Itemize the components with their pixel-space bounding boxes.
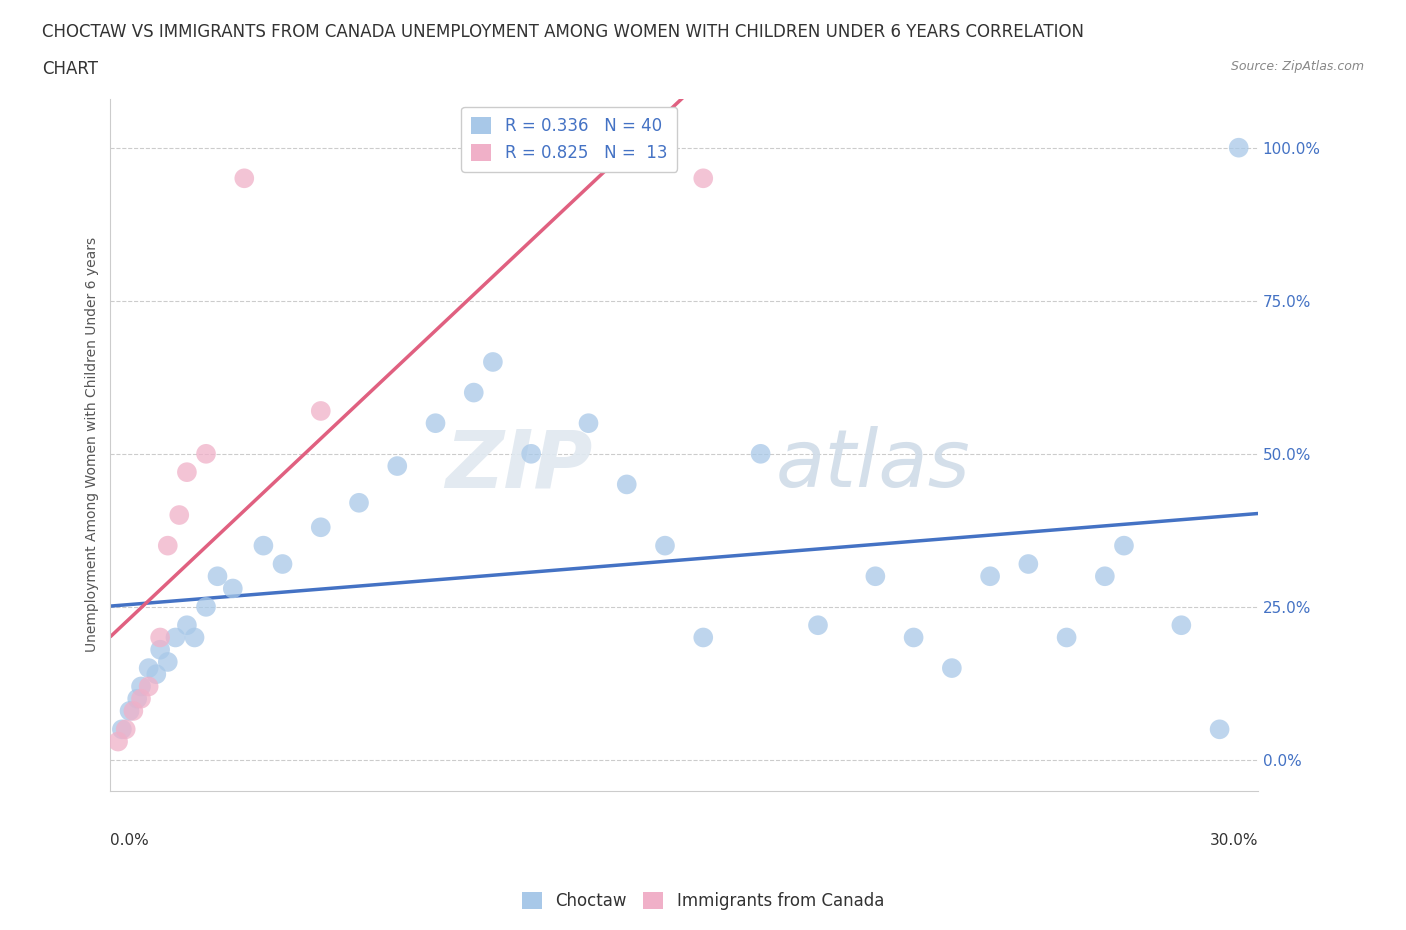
Point <box>176 618 198 632</box>
Point <box>165 630 187 644</box>
Point <box>149 643 172 658</box>
Point <box>118 703 141 718</box>
Point <box>252 538 274 553</box>
Point <box>167 508 190 523</box>
Point <box>309 404 332 418</box>
Point <box>127 691 149 706</box>
Point <box>807 618 830 632</box>
Point <box>903 630 925 644</box>
Point <box>145 667 167 682</box>
Point <box>1017 556 1039 571</box>
Point <box>616 477 638 492</box>
Point <box>129 679 152 694</box>
Text: CHOCTAW VS IMMIGRANTS FROM CANADA UNEMPLOYMENT AMONG WOMEN WITH CHILDREN UNDER 6: CHOCTAW VS IMMIGRANTS FROM CANADA UNEMPL… <box>42 23 1084 41</box>
Text: 0.0%: 0.0% <box>111 833 149 848</box>
Point <box>1056 630 1078 644</box>
Point <box>195 446 218 461</box>
Point <box>156 538 179 553</box>
Point <box>749 446 772 461</box>
Point <box>578 416 600 431</box>
Point <box>865 569 887 584</box>
Point <box>183 630 205 644</box>
Point <box>1170 618 1192 632</box>
Point <box>692 171 714 186</box>
Point <box>138 660 160 675</box>
Point <box>207 569 229 584</box>
Point <box>149 630 172 644</box>
Point <box>347 496 370 511</box>
Point <box>425 416 447 431</box>
Point <box>107 734 129 749</box>
Point <box>387 458 409 473</box>
Text: CHART: CHART <box>42 60 98 78</box>
Point <box>111 722 134 737</box>
Point <box>520 446 543 461</box>
Point <box>463 385 485 400</box>
Point <box>941 660 963 675</box>
Text: Source: ZipAtlas.com: Source: ZipAtlas.com <box>1230 60 1364 73</box>
Point <box>1227 140 1250 155</box>
Point <box>1208 722 1230 737</box>
Y-axis label: Unemployment Among Women with Children Under 6 years: Unemployment Among Women with Children U… <box>86 237 100 652</box>
Legend: R = 0.336   N = 40, R = 0.825   N =  13: R = 0.336 N = 40, R = 0.825 N = 13 <box>461 107 678 172</box>
Text: ZIP: ZIP <box>444 426 592 504</box>
Point <box>654 538 676 553</box>
Text: 30.0%: 30.0% <box>1209 833 1258 848</box>
Point <box>114 722 136 737</box>
Point <box>122 703 145 718</box>
Point <box>309 520 332 535</box>
Point <box>482 354 505 369</box>
Legend: Choctaw, Immigrants from Canada: Choctaw, Immigrants from Canada <box>515 885 891 917</box>
Point <box>271 556 294 571</box>
Point <box>176 465 198 480</box>
Point <box>129 691 152 706</box>
Point <box>156 655 179 670</box>
Point <box>233 171 256 186</box>
Point <box>692 630 714 644</box>
Point <box>195 600 218 615</box>
Point <box>1112 538 1135 553</box>
Point <box>1094 569 1116 584</box>
Point <box>138 679 160 694</box>
Text: atlas: atlas <box>776 426 970 504</box>
Point <box>222 581 245 596</box>
Point <box>979 569 1001 584</box>
